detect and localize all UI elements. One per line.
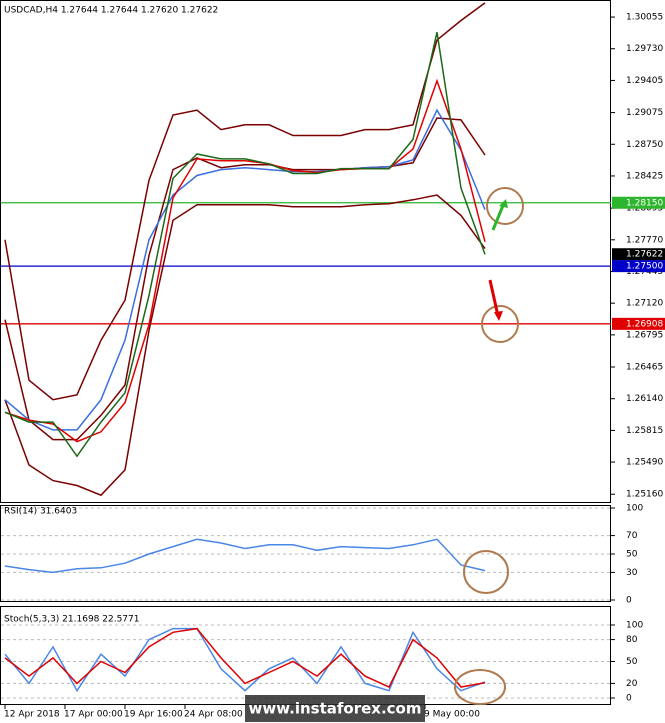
level-label: 1.28150 (626, 198, 663, 208)
y-tick-label: 100 (626, 504, 643, 514)
y-tick-label: 1.26140 (626, 394, 663, 404)
series-line (4, 538, 486, 574)
y-tick-label: 0 (626, 596, 632, 606)
level-label: 1.27500 (626, 262, 663, 272)
main-title: USDCAD,H4 1.27644 1.27644 1.27620 1.2762… (4, 6, 218, 16)
series-line (4, 627, 486, 693)
series-line (4, 32, 486, 458)
y-tick-label: 30 (626, 568, 638, 578)
x-tick-label: 9 May 00:00 (424, 710, 480, 720)
y-tick-label: 80 (626, 635, 638, 645)
series-line (4, 627, 486, 688)
x-tick-label: 24 Apr 08:00 (184, 710, 243, 720)
rsi-panel (0, 505, 611, 602)
y-tick-label: 50 (626, 550, 638, 560)
series-line (4, 78, 486, 443)
level-tag (612, 248, 665, 261)
y-tick-label: 1.26465 (626, 363, 663, 373)
y-tick-label: 1.28750 (626, 140, 663, 150)
series-line (4, 194, 486, 497)
y-tick-label: 1.25160 (626, 490, 663, 500)
rsi-title: RSI(14) 31.6403 (4, 507, 77, 517)
y-tick-label: 0 (626, 694, 632, 704)
y-tick-label: 100 (626, 621, 643, 631)
stoch-title: Stoch(5,3,3) 21.1698 22.5771 (4, 615, 139, 625)
level-label: 1.27622 (626, 250, 663, 260)
series-line (4, 108, 486, 431)
watermark-bg (245, 695, 425, 722)
arrow-head (494, 311, 503, 321)
arrow-head (499, 199, 508, 208)
y-tick-label: 1.26795 (626, 330, 663, 340)
y-tick-label: 70 (626, 531, 638, 541)
circle (481, 305, 519, 343)
y-tick-label: 1.27770 (626, 235, 663, 245)
arrow (488, 279, 500, 317)
circle (486, 187, 524, 225)
y-tick-label: 1.29075 (626, 108, 663, 118)
y-tick-label: 1.25490 (626, 458, 663, 468)
y-tick-label: 1.30055 (626, 13, 663, 23)
level-label: 1.26908 (626, 319, 663, 329)
y-tick-label: 1.27120 (626, 299, 663, 309)
y-tick-label: 1.28425 (626, 171, 663, 181)
level-tag (612, 196, 665, 209)
y-tick-label: 1.29730 (626, 44, 663, 54)
y-tick-label: 20 (626, 679, 638, 689)
y-tick-label: 1.29405 (626, 76, 663, 86)
circle (463, 550, 509, 594)
circle (454, 669, 506, 705)
watermark: www.instaforex.com (249, 700, 422, 718)
level-tag (612, 317, 665, 330)
x-tick-label: 12 Apr 2018 (4, 710, 60, 720)
y-tick-label: 1.25815 (626, 426, 663, 436)
series-line (4, 117, 486, 441)
x-tick-label: 19 Apr 16:00 (124, 710, 183, 720)
arrow (491, 202, 506, 231)
x-tick-label: 17 Apr 00:00 (64, 710, 123, 720)
main-panel (0, 0, 611, 503)
y-tick-label: 50 (626, 657, 638, 667)
level-tag (612, 260, 665, 273)
annotations (454, 187, 524, 705)
series-line (4, 2, 486, 401)
